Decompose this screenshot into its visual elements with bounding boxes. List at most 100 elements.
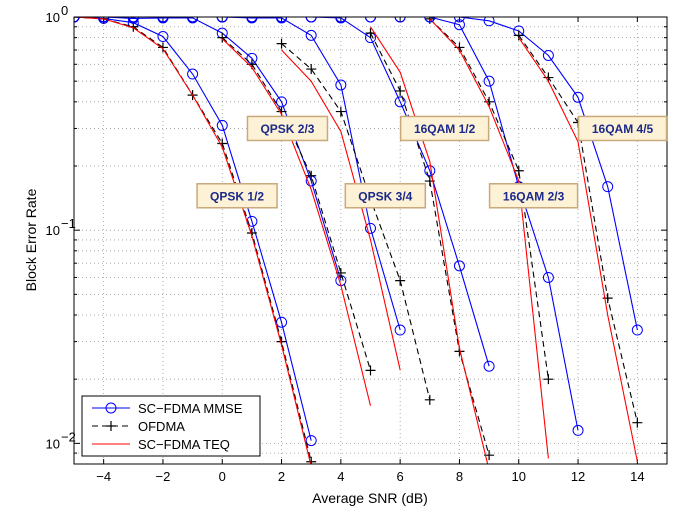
data-point (365, 365, 376, 376)
data-point (543, 374, 554, 385)
annotation-label: 16QAM 2/3 (503, 189, 565, 203)
legend-entry: SC−FDMA TEQ (92, 437, 230, 452)
series-sc-fdma-mmse (74, 17, 643, 336)
series-line (74, 17, 638, 331)
data-point (157, 17, 169, 23)
data-point (453, 17, 465, 23)
legend-entry: OFDMA (92, 419, 185, 434)
legend: SC−FDMA MMSE OFDMA SC−FDMA TEQ (81, 395, 261, 457)
annotation-label: QPSK 1/2 (210, 189, 264, 203)
series-line (74, 17, 312, 464)
data-point (305, 17, 317, 23)
data-point (216, 17, 228, 23)
data-point (483, 17, 495, 27)
data-point (394, 96, 406, 108)
series-line (281, 43, 431, 400)
annotations: QPSK 1/2 QPSK 2/3 QPSK 3/4 16QAM 1/2 16QAM 2… (196, 115, 668, 209)
data-point (306, 456, 317, 464)
series-sc-fdma-teq (429, 18, 549, 459)
series-line (74, 17, 579, 431)
series-line (221, 38, 372, 406)
data-point (602, 181, 614, 193)
x-tick-label: 0 (219, 469, 226, 484)
series-line (74, 17, 342, 281)
data-point (632, 417, 643, 428)
data-point (513, 30, 524, 41)
data-point (276, 38, 287, 49)
data-point (306, 170, 317, 181)
x-tick-label: −4 (96, 469, 111, 484)
x-tick-label: 8 (456, 469, 463, 484)
series-sc-fdma-teq (74, 17, 312, 464)
data-point (424, 394, 435, 405)
y-tick-exponent: −1 (61, 216, 76, 231)
data-point (395, 275, 406, 286)
annotation-box: 16QAM 1/2 (399, 115, 490, 142)
plot-frame (73, 16, 668, 465)
x-axis-title: Average SNR (dB) (312, 490, 428, 506)
data-point (513, 165, 524, 176)
data-point (365, 222, 376, 234)
data-point (276, 17, 288, 23)
y-tick-exponent: −2 (61, 429, 76, 444)
legend-entry: SC−FDMA MMSE (92, 401, 243, 416)
x-tick-label: 10 (512, 469, 526, 484)
series-line (74, 17, 312, 441)
data-point (542, 271, 554, 283)
annotation-box: 16QAM 2/3 (488, 183, 579, 209)
data-point (127, 17, 139, 23)
series-line (429, 18, 549, 459)
series-line (370, 26, 489, 464)
data-point (216, 119, 228, 131)
data-point (98, 17, 110, 23)
data-point (305, 29, 317, 41)
series-ofdma (217, 32, 376, 376)
series-line (281, 49, 401, 371)
data-point (542, 49, 554, 61)
x-tick-label: 14 (630, 469, 644, 484)
data-point (335, 106, 346, 117)
annotation-box: 16QAM 4/5 (577, 115, 668, 142)
series-sc-fdma-teq (221, 38, 372, 406)
annotation-box: QPSK 3/4 (344, 183, 427, 209)
series-sc-fdma-teq (370, 26, 489, 464)
x-tick-label: 4 (337, 469, 344, 484)
data-point (187, 17, 199, 23)
legend-label: SC−FDMA TEQ (138, 437, 230, 452)
data-point (365, 28, 376, 39)
legend-label: SC−FDMA MMSE (138, 401, 243, 416)
data-point (484, 96, 495, 107)
legend-marker (105, 402, 117, 414)
x-tick-label: 12 (571, 469, 585, 484)
series-sc-fdma-teq (281, 49, 401, 371)
data-point (365, 17, 376, 23)
series-sc-fdma-teq (518, 37, 638, 462)
y-tick-label: 10 (46, 436, 60, 451)
annotation-label: QPSK 3/4 (358, 189, 412, 203)
x-tick-label: 6 (397, 469, 404, 484)
annotation-background (577, 115, 668, 142)
data-point (572, 424, 584, 436)
data-point (157, 31, 169, 43)
annotation-background (488, 183, 579, 209)
annotation-label: 16QAM 1/2 (414, 122, 476, 136)
data-point (276, 316, 288, 328)
data-point (157, 42, 168, 53)
annotation-background (399, 115, 490, 142)
legend-label: OFDMA (138, 419, 185, 434)
annotation-background (246, 115, 329, 142)
data-point (572, 91, 584, 103)
data-point (306, 64, 317, 75)
y-tick-label: 10 (46, 10, 60, 25)
series-ofdma (424, 17, 554, 385)
data-point (483, 75, 495, 87)
data-point (394, 17, 406, 23)
annotation-background (196, 183, 278, 209)
annotation-box: QPSK 2/3 (246, 115, 329, 142)
data-point (453, 260, 465, 272)
data-point (453, 19, 465, 31)
series-line (221, 37, 372, 371)
annotation-box: QPSK 1/2 (196, 183, 278, 209)
